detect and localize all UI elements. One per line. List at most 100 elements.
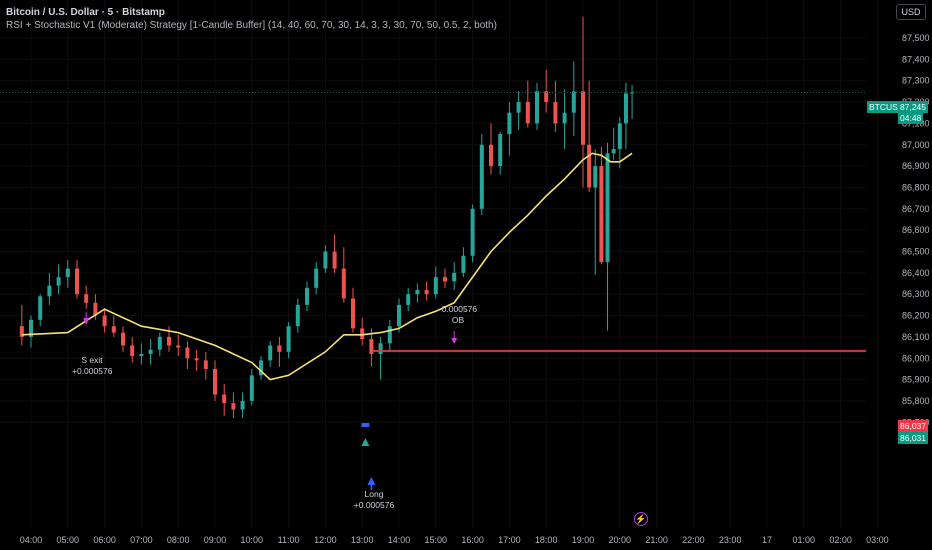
time-axis-label: 18:00 [535,535,558,545]
candle-body [305,287,309,305]
time-axis-label: 12:00 [314,535,337,545]
candle-body [489,144,493,167]
price-line-tag-red: 86,037 [898,420,928,432]
time-axis-label: 02:00 [829,535,852,545]
price-axis-label: 85,900 [902,375,930,385]
time-axis-label: 13:00 [351,535,374,545]
candle-body [630,92,635,94]
candle-body [259,360,263,376]
candle-body [599,166,604,263]
ob-label: OB [451,315,465,325]
candle-body [139,353,144,357]
candle-body [424,289,429,295]
time-axis-label: 04:00 [20,535,43,545]
candle-body [213,368,217,395]
time-axis-label: 23:00 [719,535,742,545]
candle-body [611,149,616,154]
time-axis-label: 11:00 [278,535,300,545]
candle-body [581,91,585,145]
price-axis-label: 87,400 [902,54,930,64]
candle-body [544,91,549,103]
time-axis-label: 20:00 [609,535,632,545]
long-annotation: Long +0.000576 [353,489,395,511]
candle-body [415,289,420,295]
strategy-label[interactable]: RSI + Stochastic V1 (Moderate) Strategy … [6,20,497,31]
candle-body [535,91,539,124]
candle-body [277,345,282,352]
candle-body [176,345,181,348]
candle-body [498,134,503,167]
short-exit-value: +0.000576 [72,366,113,376]
candle-body [433,277,438,295]
candle-body [111,326,116,333]
candle-body [406,294,411,305]
price-axis-label: 86,900 [902,161,930,171]
last-price-tag: 87,245 [898,101,928,113]
candle-body [553,102,558,124]
candle-body [121,332,125,346]
candle-body [470,208,475,256]
candle-body [461,255,466,273]
candle-body [75,268,79,295]
time-axis-label: 17:00 [498,535,521,545]
time-axis-label: 17 [762,535,772,545]
candle-body [332,251,337,269]
candle-body [360,328,365,340]
candle-body [593,166,598,188]
entry-marker [361,423,370,427]
price-axis-label: 87,000 [902,140,930,150]
price-axis-label: 87,300 [902,76,930,86]
symbol-tag: BTCUSD [867,101,906,113]
price-axis[interactable]: 87,50087,40087,30087,20087,10087,00086,9… [902,33,930,427]
candle-body [222,394,227,404]
lightning-icon[interactable]: ⚡ [634,512,648,526]
candle-body [148,349,153,354]
candle-body [286,326,291,352]
moving-average-layer [21,152,633,381]
time-axis-label: 09:00 [204,535,227,545]
price-axis-label: 86,400 [902,268,930,278]
candle-body [194,358,199,361]
candle-body [587,144,592,188]
candle-body [84,294,89,303]
time-axis-label: 14:00 [388,535,411,545]
arrow-down-icon [451,338,458,344]
price-axis-label: 86,700 [902,204,930,214]
candle-body [369,339,374,354]
price-axis-label: 86,000 [902,353,930,363]
candle-body [185,347,190,359]
candle-body [323,251,328,269]
candle-body [525,102,530,124]
candle-body [56,277,61,286]
candle-body [378,343,383,354]
price-axis-label: 86,500 [902,247,930,257]
time-axis[interactable]: 04:00 05:00 06:00 07:00 08:00 09:00 10:00 11:00… [20,535,889,545]
candle-body [479,144,484,209]
triangle-up-icon [361,438,370,446]
candle-body [617,123,622,150]
candle-body [452,272,457,282]
candle-body [38,296,43,320]
price-axis-label: 86,600 [902,225,930,235]
candle-body [341,268,346,299]
short-exit-label: S exit [81,355,103,365]
candle-body [203,360,208,369]
candle-body [231,403,236,410]
ob-value: -0.000576 [438,304,478,314]
time-axis-label: 05:00 [57,535,80,545]
candle-body [351,298,355,329]
candle-body [562,112,567,124]
arrow-down-icon [83,318,90,325]
time-axis-label: 03:00 [866,535,889,545]
symbol-title[interactable]: Bitcoin / U.S. Dollar · 5 · Bitstamp [6,7,165,18]
time-axis-label: 16:00 [461,535,484,545]
candle-body [240,400,245,410]
candle-body [295,304,300,327]
long-value: +0.000576 [353,500,395,510]
candle-body [29,319,33,337]
time-axis-label: 15:00 [425,535,448,545]
currency-button[interactable]: USD [896,4,926,20]
time-axis-label: 08:00 [167,535,190,545]
